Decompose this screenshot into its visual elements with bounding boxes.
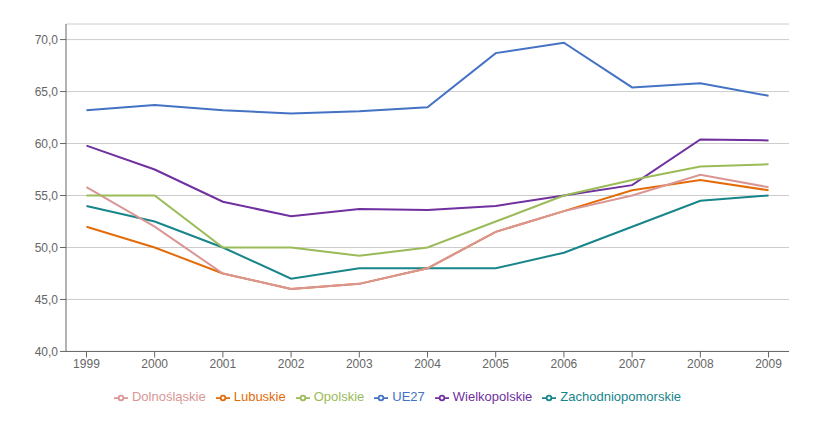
svg-text:2006: 2006: [551, 357, 578, 371]
html-text:Dolnośląskie: Dolnośląskie: [132, 389, 206, 405]
svg-text:2002: 2002: [278, 357, 305, 371]
svg-text:1999: 1999: [73, 357, 100, 371]
svg-text:2001: 2001: [210, 357, 237, 371]
svg-text:2000: 2000: [141, 357, 168, 371]
svg-text:50,0: 50,0: [35, 241, 59, 255]
html-text:Zachodniopomorskie: Zachodniopomorskie: [560, 389, 681, 405]
svg-text:45,0: 45,0: [35, 293, 59, 307]
html-text:Lubuskie: Lubuskie: [233, 389, 286, 405]
svg-text:60,0: 60,0: [35, 137, 59, 151]
svg-text:2007: 2007: [619, 357, 646, 371]
svg-text:2008: 2008: [687, 357, 714, 371]
svg-text:2004: 2004: [414, 357, 441, 371]
html-text:Opolskie: Opolskie: [313, 389, 365, 405]
svg-text:70,0: 70,0: [35, 33, 59, 47]
svg-text:40,0: 40,0: [35, 345, 59, 359]
html-text:UE27: UE27: [392, 389, 425, 405]
svg-text:2003: 2003: [346, 357, 373, 371]
svg-text:55,0: 55,0: [35, 189, 59, 203]
html-text:Wielkopolskie: Wielkopolskie: [452, 389, 533, 405]
svg-text:2005: 2005: [482, 357, 509, 371]
svg-text:65,0: 65,0: [35, 85, 59, 99]
svg-text:2009: 2009: [755, 357, 782, 371]
